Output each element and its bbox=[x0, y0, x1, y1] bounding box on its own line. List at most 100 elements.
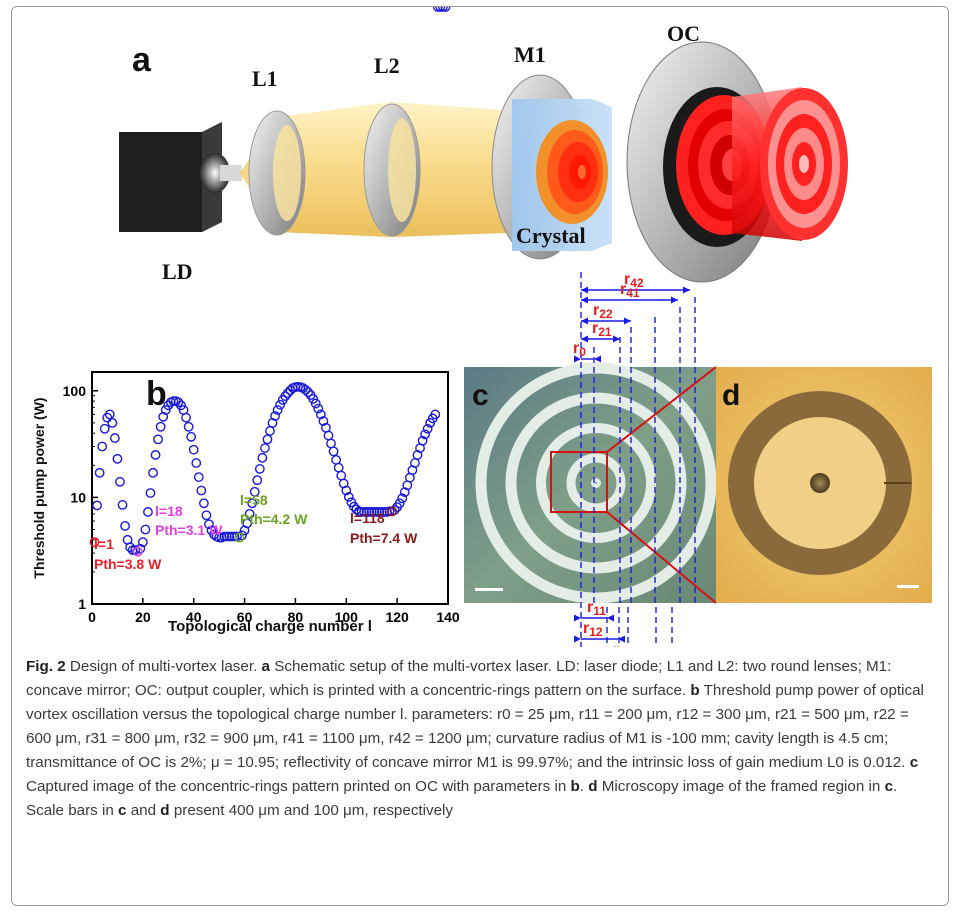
x-tick-label: 0 bbox=[88, 609, 96, 625]
data-point bbox=[262, 434, 273, 445]
data-point bbox=[356, 507, 367, 517]
data-point bbox=[323, 430, 334, 441]
concentric-rings bbox=[475, 362, 717, 604]
data-point bbox=[267, 417, 278, 428]
data-point bbox=[249, 486, 260, 497]
oc-label: OC bbox=[667, 21, 700, 46]
data-point bbox=[435, 7, 446, 12]
y-tick-label: 1 bbox=[78, 596, 86, 612]
caption-b-text: Threshold pump power of optical vortex o… bbox=[26, 682, 924, 771]
dimension-lines: r42r41r22r21r0r11r12r31r32 bbox=[573, 271, 696, 647]
x-tick-label: 80 bbox=[288, 609, 304, 625]
arrow-head bbox=[581, 286, 588, 294]
caption-d-end: present 400 μm and 100 μm, respectively bbox=[173, 802, 454, 819]
arrow-head bbox=[581, 317, 588, 325]
m1-label: M1 bbox=[514, 42, 546, 67]
data-point bbox=[376, 507, 387, 517]
dimension-label: r41 bbox=[620, 281, 640, 300]
data-point bbox=[181, 412, 191, 423]
data-point bbox=[275, 399, 286, 410]
figure-number: Fig. 2 bbox=[26, 658, 66, 675]
data-point bbox=[399, 487, 410, 498]
ld-label: LD bbox=[162, 259, 193, 284]
panel-d-label: d bbox=[722, 379, 740, 412]
data-points bbox=[89, 7, 451, 557]
panel-c-label: c bbox=[472, 379, 489, 412]
data-point bbox=[107, 417, 118, 428]
caption-b-label: b bbox=[690, 682, 700, 699]
arrow-head bbox=[574, 355, 581, 363]
caption-c-text: Captured image of the concentric-rings p… bbox=[26, 778, 567, 795]
arrow-head bbox=[574, 614, 581, 622]
x-tick-label: 120 bbox=[385, 609, 409, 625]
data-point bbox=[364, 507, 375, 517]
data-point bbox=[417, 435, 428, 446]
caption-d-ref: c bbox=[884, 778, 894, 795]
caption-d-and: and bbox=[130, 802, 157, 819]
annotation-pth58: Pth=4.2 W bbox=[240, 511, 308, 527]
x-tick-label: 40 bbox=[186, 609, 202, 625]
lens-l2 bbox=[363, 103, 421, 237]
data-point bbox=[193, 472, 204, 482]
data-point bbox=[333, 462, 344, 473]
annotation-l118: l=118 bbox=[350, 510, 385, 526]
data-point bbox=[176, 400, 186, 411]
annotation-l1: l=1 bbox=[94, 536, 114, 552]
annotation-l58: l=58 bbox=[240, 492, 268, 508]
figure-title: Design of multi-vortex laser. bbox=[69, 658, 258, 675]
data-point bbox=[140, 524, 151, 535]
dimension-label: r11 bbox=[587, 599, 606, 618]
data-point bbox=[303, 387, 314, 398]
y-axis-title: Threshold pump power (W) bbox=[31, 397, 47, 578]
data-point bbox=[328, 446, 339, 457]
data-point bbox=[143, 507, 153, 517]
dimension-label: r22 bbox=[593, 302, 613, 321]
arrow-head bbox=[618, 635, 625, 643]
data-point bbox=[137, 537, 148, 548]
dimension-label: r21 bbox=[592, 320, 612, 339]
zoom-line-bottom bbox=[606, 511, 717, 604]
panel-a-schematic: a LD L1 bbox=[119, 21, 848, 284]
axis-ticks: 0 20 40 60 80 100 120 140 1 10 100 bbox=[63, 383, 460, 625]
data-point bbox=[109, 433, 120, 443]
data-point bbox=[397, 493, 408, 504]
data-point bbox=[318, 416, 329, 426]
data-point bbox=[196, 485, 207, 496]
output-beam bbox=[732, 87, 848, 241]
data-point bbox=[148, 467, 158, 478]
mirror-m1 bbox=[491, 74, 612, 260]
data-point bbox=[97, 441, 108, 452]
l2-label: L2 bbox=[374, 53, 400, 78]
data-point bbox=[237, 530, 247, 541]
data-point bbox=[371, 507, 382, 517]
arrow-head bbox=[671, 296, 678, 304]
x-tick-label: 100 bbox=[335, 609, 359, 625]
dimension-label: r12 bbox=[583, 620, 603, 639]
data-point bbox=[285, 385, 296, 396]
data-point bbox=[115, 476, 125, 487]
data-point bbox=[331, 454, 342, 465]
data-point bbox=[112, 453, 123, 464]
figure-caption: Fig. 2 Design of multi-vortex laser. a S… bbox=[26, 655, 938, 823]
data-point bbox=[270, 411, 280, 421]
data-point bbox=[300, 384, 311, 395]
arrow-head bbox=[574, 635, 581, 643]
highlighted-point bbox=[387, 506, 398, 517]
data-point bbox=[369, 507, 380, 517]
data-point bbox=[359, 507, 369, 517]
data-point bbox=[430, 409, 441, 420]
scale-bar-c bbox=[475, 588, 503, 591]
y-tick-label: 100 bbox=[63, 383, 87, 399]
data-point bbox=[252, 475, 263, 486]
data-point bbox=[315, 409, 326, 420]
data-point bbox=[260, 443, 270, 453]
data-point bbox=[280, 391, 291, 402]
annotation-l18: l=18 bbox=[155, 503, 183, 519]
data-point bbox=[150, 450, 161, 460]
data-point bbox=[438, 7, 448, 12]
center-dot bbox=[810, 473, 830, 493]
panel-c-image: c bbox=[464, 362, 717, 604]
panel-a-label: a bbox=[132, 41, 152, 79]
data-point bbox=[160, 405, 171, 415]
arrow-head bbox=[624, 317, 631, 325]
